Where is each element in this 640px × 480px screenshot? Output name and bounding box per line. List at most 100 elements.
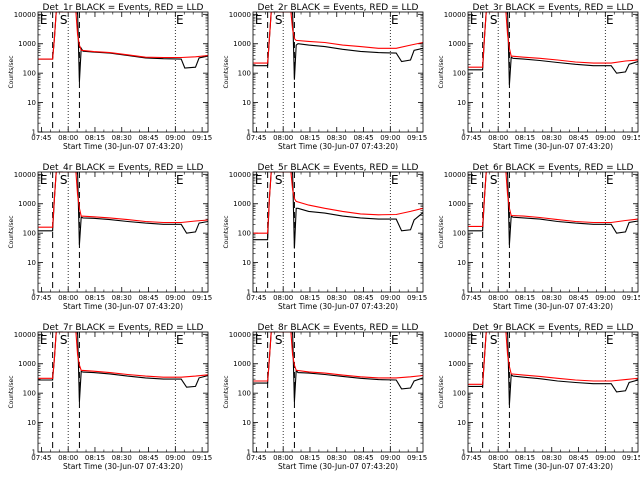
- series-lld-line: [253, 12, 423, 64]
- x-axis-label: Start Time (30-Jun-07 07:43:20): [63, 142, 183, 151]
- series-lld-line: [38, 172, 208, 228]
- chart-title: Det_6r BLACK = Events, RED = LLD: [473, 163, 634, 173]
- y-axis-label: Counts/sec: [438, 55, 445, 88]
- x-tick-label: 08:30: [542, 134, 562, 142]
- x-tick-label: 08:30: [112, 134, 132, 142]
- x-tick-label: 08:15: [85, 294, 105, 302]
- marker-label: E: [255, 333, 263, 347]
- series-lld-line: [38, 332, 208, 379]
- x-tick-label: 09:00: [165, 454, 185, 462]
- y-tick-label: 100: [453, 70, 466, 78]
- y-tick-label: 100: [238, 70, 251, 78]
- x-tick-label: 08:00: [273, 294, 293, 302]
- y-tick-label: 10: [242, 419, 251, 427]
- x-tick-label: 09:00: [595, 134, 615, 142]
- y-tick-label: 10000: [444, 171, 466, 179]
- chart-title: Det_1r BLACK = Events, RED = LLD: [43, 3, 204, 13]
- x-tick-label: 08:15: [300, 454, 320, 462]
- y-tick-label: 1: [247, 289, 251, 297]
- x-axis-label: Start Time (30-Jun-07 07:43:20): [63, 462, 183, 471]
- marker-label: E: [40, 13, 48, 27]
- marker-label: E: [470, 173, 478, 187]
- x-tick-label: 08:30: [112, 294, 132, 302]
- x-tick-label: 08:30: [327, 294, 347, 302]
- series-lld-line: [468, 12, 638, 68]
- y-tick-label: 1000: [448, 200, 466, 208]
- y-tick-label: 10: [27, 419, 36, 427]
- x-tick-label: 07:45: [246, 294, 266, 302]
- series-lld-line: [38, 12, 208, 60]
- x-axis-label: Start Time (30-Jun-07 07:43:20): [493, 302, 613, 311]
- marker-label: E: [470, 13, 478, 27]
- y-tick-label: 10000: [14, 331, 36, 339]
- marker-label: S: [275, 13, 283, 27]
- y-tick-label: 10: [457, 99, 466, 107]
- x-tick-label: 08:15: [300, 134, 320, 142]
- marker-label: E: [40, 173, 48, 187]
- marker-label: S: [60, 13, 68, 27]
- marker-label: S: [60, 173, 68, 187]
- x-tick-label: 09:15: [407, 134, 427, 142]
- marker-label: E: [391, 333, 399, 347]
- y-tick-label: 10000: [229, 331, 251, 339]
- x-tick-label: 09:15: [622, 134, 640, 142]
- chart-panel-6: Det_6r BLACK = Events, RED = LLD Counts/s…: [438, 163, 640, 311]
- y-axis-label: Counts/sec: [223, 55, 230, 88]
- y-tick-label: 1000: [448, 40, 466, 48]
- x-tick-label: 07:45: [461, 134, 481, 142]
- chart-title: Det_2r BLACK = Events, RED = LLD: [258, 3, 419, 13]
- y-tick-label: 10000: [229, 171, 251, 179]
- marker-label: S: [490, 333, 498, 347]
- y-tick-label: 1: [462, 289, 466, 297]
- plot-frame: [37, 11, 209, 133]
- series-lld-line: [468, 172, 638, 227]
- x-tick-label: 08:15: [515, 454, 535, 462]
- x-tick-label: 09:15: [622, 454, 640, 462]
- x-tick-label: 08:15: [300, 294, 320, 302]
- marker-label: E: [176, 13, 184, 27]
- x-tick-label: 08:30: [327, 454, 347, 462]
- y-tick-label: 1: [32, 289, 36, 297]
- x-tick-label: 09:00: [380, 454, 400, 462]
- x-tick-label: 08:00: [58, 134, 78, 142]
- series-lld-line: [253, 332, 423, 382]
- y-tick-label: 100: [238, 390, 251, 398]
- x-tick-label: 08:15: [85, 454, 105, 462]
- y-axis-label: Counts/sec: [223, 215, 230, 248]
- marker-label: S: [275, 333, 283, 347]
- chart-panel-1: Det_1r BLACK = Events, RED = LLD Counts/s…: [8, 3, 212, 151]
- x-tick-label: 08:45: [353, 134, 373, 142]
- x-tick-label: 08:00: [58, 454, 78, 462]
- x-tick-label: 08:00: [58, 294, 78, 302]
- plot-frame: [467, 331, 639, 453]
- x-tick-label: 08:45: [353, 454, 373, 462]
- chart-panel-5: Det_5r BLACK = Events, RED = LLD Counts/s…: [223, 163, 427, 311]
- marker-label: E: [470, 333, 478, 347]
- x-axis-label: Start Time (30-Jun-07 07:43:20): [278, 302, 398, 311]
- chart-title: Det_8r BLACK = Events, RED = LLD: [258, 323, 419, 333]
- plot-frame: [467, 171, 639, 293]
- x-tick-label: 07:45: [31, 294, 51, 302]
- y-tick-label: 100: [23, 230, 36, 238]
- chart-panel-8: Det_8r BLACK = Events, RED = LLD Counts/s…: [223, 323, 427, 471]
- x-tick-label: 09:15: [192, 134, 212, 142]
- y-tick-label: 1: [247, 449, 251, 457]
- x-tick-label: 07:45: [246, 454, 266, 462]
- y-tick-label: 1: [32, 129, 36, 137]
- x-tick-label: 07:45: [246, 134, 266, 142]
- x-tick-label: 08:00: [488, 454, 508, 462]
- x-tick-label: 09:00: [165, 134, 185, 142]
- marker-label: E: [40, 333, 48, 347]
- y-tick-label: 100: [23, 70, 36, 78]
- x-tick-label: 08:00: [273, 134, 293, 142]
- y-tick-label: 1000: [18, 360, 36, 368]
- x-tick-label: 08:30: [542, 454, 562, 462]
- x-tick-label: 09:15: [622, 294, 640, 302]
- y-tick-label: 1: [247, 129, 251, 137]
- y-axis-label: Counts/sec: [438, 375, 445, 408]
- y-tick-label: 100: [23, 390, 36, 398]
- chart-panel-2: Det_2r BLACK = Events, RED = LLD Counts/s…: [223, 3, 427, 151]
- y-tick-label: 10000: [444, 331, 466, 339]
- marker-label: E: [391, 13, 399, 27]
- x-tick-label: 08:45: [568, 294, 588, 302]
